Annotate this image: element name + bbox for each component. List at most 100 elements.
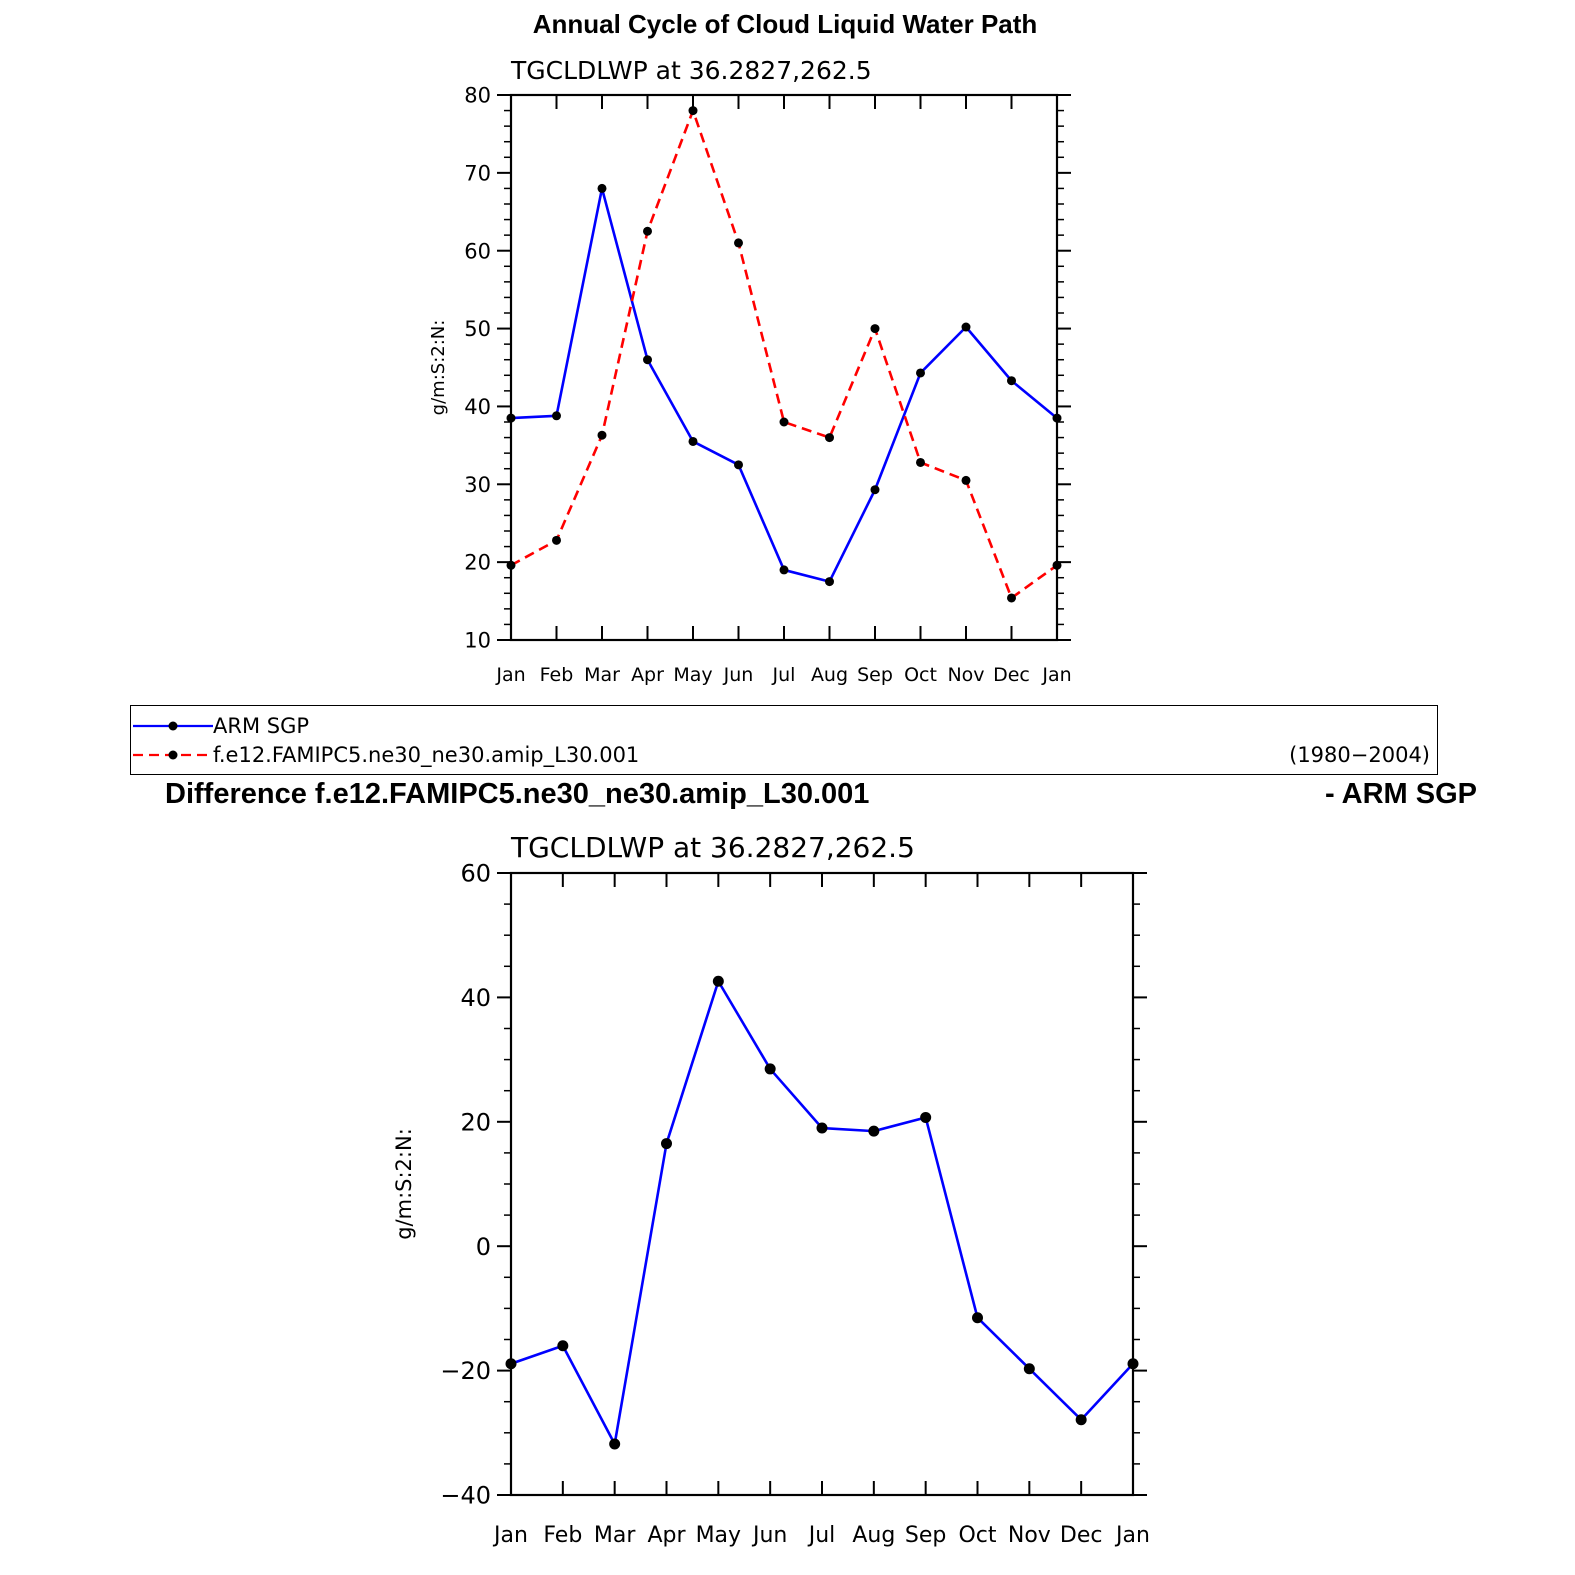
data-point-series-1 [961,475,971,485]
data-point-series-0 [868,1125,880,1137]
y-tick-label: 20 [464,551,491,575]
difference-title-left: Difference f.e12.FAMIPC5.ne30_ne30.amip_… [165,778,869,810]
x-tick-label: Sep [905,1523,946,1548]
x-tick-label: Aug [811,664,848,686]
chart-subtitle: TGCLDLWP at 36.2827,262.5 [510,56,872,85]
x-tick-label: May [673,664,712,686]
x-tick-label: Oct [904,664,937,686]
data-point-series-1 [552,535,561,545]
y-tick-label: 70 [464,161,491,185]
data-point-series-0 [920,1111,932,1123]
y-axis-label: g/m:S:2:N: [392,1128,416,1240]
data-point-series-0 [1127,1358,1139,1370]
data-point-series-1 [1052,560,1062,570]
main-title: Annual Cycle of Cloud Liquid Water Path [533,9,1038,39]
x-tick-label: Nov [947,664,984,686]
y-tick-label: 60 [464,239,491,263]
x-tick-label: Jun [751,1523,787,1548]
data-point-series-1 [870,324,880,334]
x-tick-label: Aug [852,1523,895,1548]
x-tick-label: May [696,1523,741,1548]
y-tick-label: 60 [460,860,491,888]
y-tick-label: −20 [440,1357,491,1385]
y-tick-label: 80 [464,84,491,108]
data-point-series-0 [816,1122,828,1134]
y-tick-label: 40 [464,395,491,419]
data-point-series-0 [688,436,698,446]
y-tick-label: 30 [464,473,491,497]
data-point-series-0 [557,1340,569,1352]
plot-frame [509,93,1059,642]
x-tick-label: Jan [1041,664,1071,686]
y-tick-label: 10 [464,629,491,653]
data-point-series-0 [712,975,724,987]
data-point-series-0 [825,577,834,587]
x-tick-label: Sep [857,664,893,686]
x-tick-label: Apr [631,664,664,686]
y-axis-label: g/m:S:2:N: [428,320,449,416]
data-point-series-0 [916,368,925,378]
data-point-series-0 [961,322,971,332]
x-tick-label: Jan [495,664,525,686]
difference-title-right: - ARM SGP [1325,778,1477,810]
series-line-0 [510,187,1058,583]
x-tick-label: Mar [584,664,620,686]
data-point-series-0 [779,565,789,575]
difference-chart: TGCLDLWP at 36.2827,262.5 Jan Feb Mar Apr May… [392,831,1150,1548]
data-point-series-0 [1023,1363,1035,1375]
series-line-1 [510,109,1058,600]
y-tick-label: 50 [464,317,491,341]
data-point-series-0 [1075,1414,1087,1426]
annual-cycle-chart: TGCLDLWP at 36.2827,262.5 Jan Feb Mar Apr May… [428,56,1072,686]
data-point-series-0 [505,1358,517,1370]
data-point-series-1 [597,430,607,440]
legend: ARM SGP f.e12.FAMIPC5.ne30_ne30.amip_L30… [130,705,1438,775]
data-point-series-1 [825,433,834,443]
x-tick-label: Jul [772,664,796,686]
data-point-series-0 [1007,376,1016,386]
x-tick-label: Oct [958,1523,996,1548]
data-point-series-1 [643,226,652,236]
data-point-series-0 [764,1063,776,1075]
data-point-series-0 [734,460,743,470]
y-tick-label: 20 [460,1108,491,1136]
y-tick-label: −40 [440,1482,491,1510]
data-point-series-0 [870,485,880,495]
plot-frame [509,871,1135,1497]
data-point-series-1 [916,457,925,467]
data-point-series-1 [734,238,743,248]
series-line-0 [510,979,1134,1446]
x-tick-label: Dec [993,664,1030,686]
x-tick-label: Nov [1008,1523,1051,1548]
legend-years: (1980−2004) [1289,743,1430,767]
data-point-series-0 [1052,413,1062,423]
legend-marker-arm-sgp [168,721,178,731]
x-tick-label: Dec [1060,1523,1103,1548]
data-point-series-1 [1007,593,1016,603]
chart-subtitle: TGCLDLWP at 36.2827,262.5 [510,831,915,864]
data-point-series-0 [552,411,561,421]
x-tick-label: Apr [647,1523,686,1548]
x-tick-label: Feb [543,1523,582,1548]
data-point-series-1 [779,417,789,427]
data-point-series-0 [609,1438,621,1450]
x-tick-label: Jan [1114,1523,1150,1548]
x-tick-label: Jul [807,1523,836,1548]
x-tick-label: Feb [540,664,574,686]
y-tick-label: 40 [460,984,491,1012]
x-tick-label: Jan [492,1523,528,1548]
data-point-series-0 [661,1138,672,1150]
legend-label-model: f.e12.FAMIPC5.ne30_ne30.amip_L30.001 [213,743,639,768]
data-point-series-1 [688,106,698,116]
data-point-series-0 [643,355,652,365]
legend-marker-model [168,750,178,760]
data-point-series-0 [597,183,607,193]
data-point-series-0 [506,413,516,423]
y-tick-label: 0 [476,1233,491,1261]
legend-label-arm-sgp: ARM SGP [213,714,309,738]
x-tick-label: Mar [594,1523,636,1548]
data-point-series-1 [506,560,516,570]
x-tick-label: Jun [723,664,754,686]
data-point-series-0 [972,1312,983,1324]
